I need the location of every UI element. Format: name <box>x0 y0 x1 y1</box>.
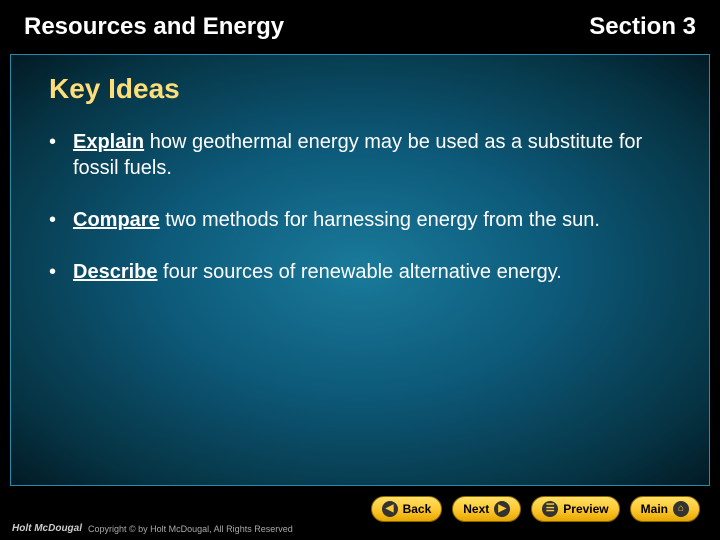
bullet-text: four sources of renewable alternative en… <box>158 261 562 283</box>
keyword: Describe <box>73 261 158 283</box>
back-label: Back <box>403 502 432 516</box>
content-area: Key Ideas Explain how geothermal energy … <box>10 54 710 486</box>
header-section: Section 3 <box>589 13 696 41</box>
page-heading: Key Ideas <box>49 73 671 105</box>
header-title: Resources and Energy <box>24 13 284 41</box>
header-bar: Resources and Energy Section 3 <box>0 0 720 54</box>
main-label: Main <box>641 502 668 516</box>
list-item: Explain how geothermal energy may be use… <box>49 129 671 181</box>
keyword: Explain <box>73 131 144 153</box>
preview-label: Preview <box>563 502 608 516</box>
main-button[interactable]: Main ⌂ <box>630 496 700 522</box>
copyright-text: Copyright © by Holt McDougal, All Rights… <box>88 524 293 534</box>
back-button[interactable]: ◀ Back <box>371 496 443 522</box>
bullet-text: how geothermal energy may be used as a s… <box>73 131 642 179</box>
next-arrow-icon: ▶ <box>494 501 510 517</box>
keyword: Compare <box>73 209 160 231</box>
preview-icon: ☰ <box>542 501 558 517</box>
list-item: Describe four sources of renewable alter… <box>49 259 671 285</box>
bullet-text: two methods for harnessing energy from t… <box>160 209 600 231</box>
footer-copyright: Holt McDougal Copyright © by Holt McDoug… <box>12 523 293 534</box>
bullet-list: Explain how geothermal energy may be use… <box>49 129 671 285</box>
publisher-logo: Holt McDougal <box>12 523 82 534</box>
main-home-icon: ⌂ <box>673 501 689 517</box>
back-arrow-icon: ◀ <box>382 501 398 517</box>
next-label: Next <box>463 502 489 516</box>
preview-button[interactable]: ☰ Preview <box>531 496 619 522</box>
list-item: Compare two methods for harnessing energ… <box>49 207 671 233</box>
nav-bar: ◀ Back Next ▶ ☰ Preview Main ⌂ <box>371 496 700 522</box>
next-button[interactable]: Next ▶ <box>452 496 521 522</box>
